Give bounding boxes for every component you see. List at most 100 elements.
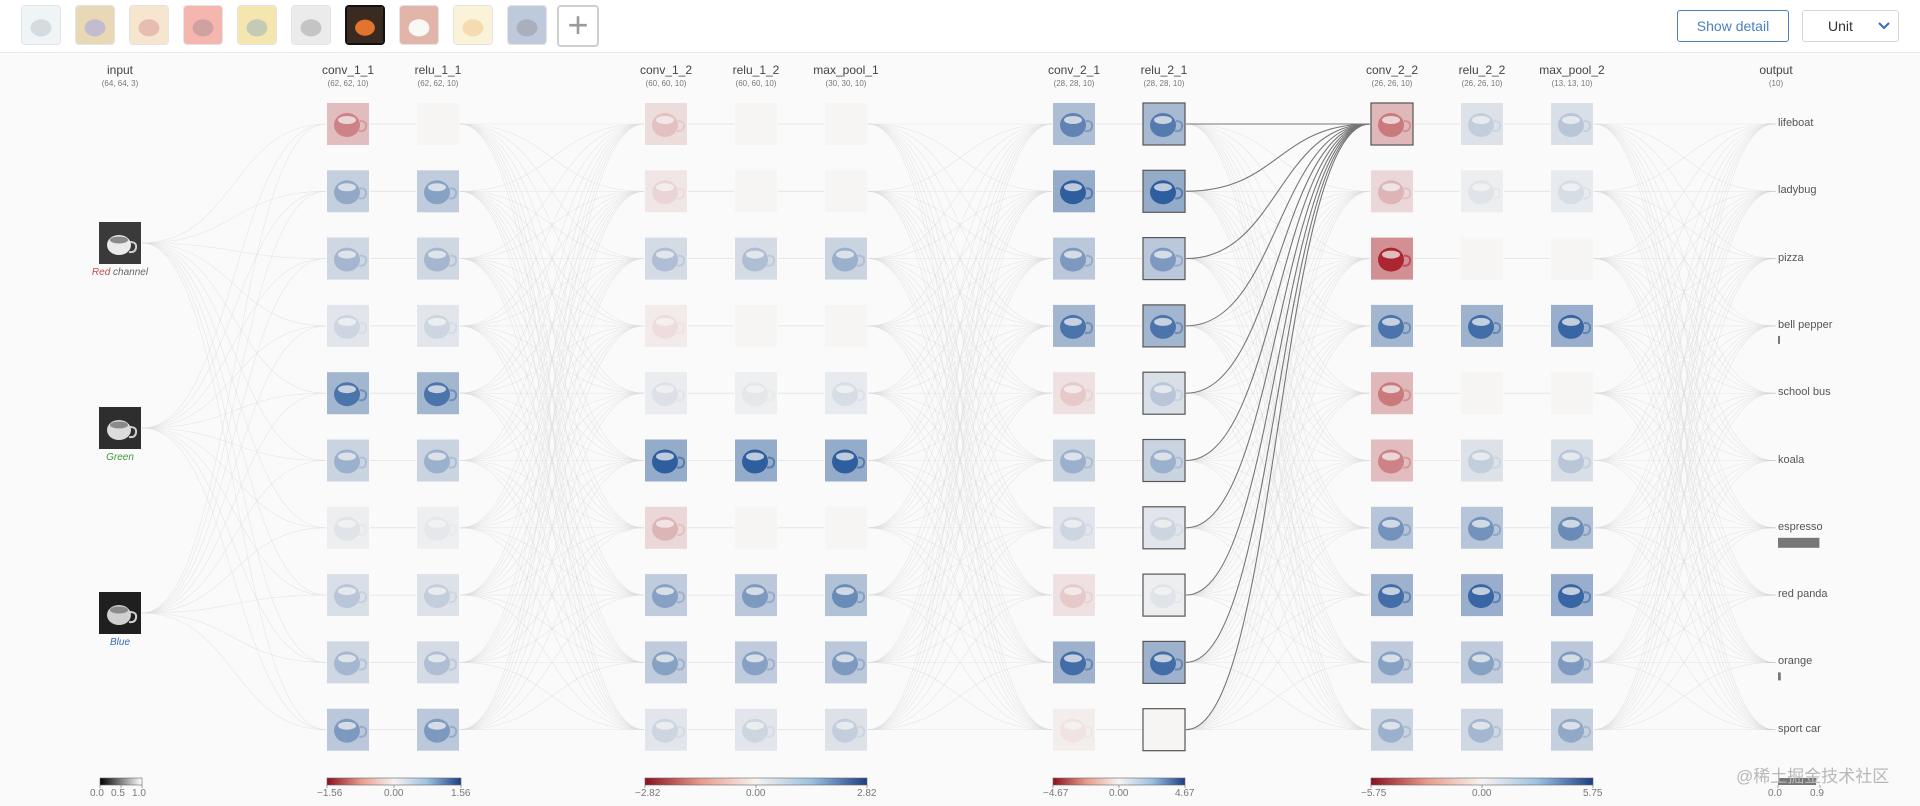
feature-map-max_pool_1-7[interactable]: [825, 574, 867, 617]
feature-map-relu_2_1-0[interactable]: [1142, 102, 1186, 146]
feature-map-conv_1_2-9[interactable]: [645, 708, 687, 751]
feature-map-relu_2_1-3[interactable]: [1142, 304, 1186, 348]
output-class-espresso[interactable]: espresso: [1778, 520, 1823, 533]
feature-map-max_pool_2-1[interactable]: [1551, 170, 1593, 213]
feature-map-relu_2_1-8[interactable]: [1142, 640, 1186, 685]
feature-map-conv_2_1-6[interactable]: [1053, 506, 1095, 549]
feature-map-relu_1_1-9[interactable]: [417, 708, 459, 751]
output-class-pizza[interactable]: pizza: [1778, 251, 1804, 264]
feature-map-conv_1_2-3[interactable]: [645, 304, 687, 347]
feature-map-relu_1_1-7[interactable]: [417, 574, 459, 617]
thumbnail-pizza[interactable]: [129, 5, 169, 45]
feature-map-relu_2_1-2[interactable]: [1142, 237, 1186, 281]
feature-map-conv_2_2-3[interactable]: [1371, 304, 1413, 347]
feature-map-conv_1_1-3[interactable]: [327, 304, 369, 347]
output-class-lifeboat[interactable]: lifeboat: [1778, 117, 1814, 129]
feature-map-max_pool_1-5[interactable]: [825, 439, 867, 482]
feature-map-conv_1_1-5[interactable]: [327, 439, 369, 482]
feature-map-relu_1_2-9[interactable]: [735, 708, 777, 751]
feature-map-conv_1_2-2[interactable]: [645, 237, 687, 280]
feature-map-conv_2_1-2[interactable]: [1053, 237, 1095, 280]
thumbnail-bell-pepper[interactable]: [183, 5, 223, 45]
feature-map-conv_2_1-5[interactable]: [1053, 439, 1095, 482]
feature-map-relu_1_2-4[interactable]: [735, 372, 777, 415]
feature-map-conv_1_1-1[interactable]: [327, 170, 369, 213]
feature-map-conv_2_1-0[interactable]: [1053, 103, 1095, 145]
feature-map-conv_1_1-9[interactable]: [327, 708, 369, 751]
thumbnail-ladybug[interactable]: [75, 5, 115, 45]
feature-map-relu_2_2-5[interactable]: [1461, 439, 1503, 482]
feature-map-conv_2_1-8[interactable]: [1053, 641, 1095, 684]
feature-map-relu_1_2-7[interactable]: [735, 574, 777, 617]
feature-map-conv_2_1-7[interactable]: [1053, 574, 1095, 617]
feature-map-conv_2_2-9[interactable]: [1371, 708, 1413, 751]
unit-dropdown[interactable]: Unit: [1802, 10, 1899, 42]
input-channel-2[interactable]: [99, 592, 141, 634]
feature-map-relu_2_1-6[interactable]: [1142, 506, 1186, 550]
feature-map-max_pool_2-3[interactable]: [1551, 304, 1593, 347]
feature-map-relu_2_1-4[interactable]: [1142, 371, 1186, 415]
feature-map-max_pool_1-4[interactable]: [825, 372, 867, 415]
feature-map-conv_1_2-1[interactable]: [645, 170, 687, 213]
feature-map-conv_2_1-9[interactable]: [1053, 708, 1095, 751]
thumbnail-orange[interactable]: [453, 5, 493, 45]
feature-map-conv_1_1-7[interactable]: [327, 574, 369, 617]
feature-map-relu_1_2-5[interactable]: [735, 439, 777, 482]
thumbnail-red-panda[interactable]: [399, 5, 439, 45]
feature-map-conv_2_1-1[interactable]: [1053, 170, 1095, 213]
feature-map-max_pool_2-2[interactable]: [1551, 237, 1593, 280]
feature-map-conv_1_2-8[interactable]: [645, 641, 687, 684]
feature-map-max_pool_1-3[interactable]: [825, 304, 867, 347]
feature-map-relu_1_1-1[interactable]: [417, 170, 459, 213]
feature-map-relu_1_1-2[interactable]: [417, 237, 459, 280]
feature-map-relu_1_1-6[interactable]: [417, 506, 459, 549]
feature-map-conv_1_1-0[interactable]: [327, 103, 369, 145]
input-channel-0[interactable]: [99, 222, 141, 264]
feature-map-relu_1_2-1[interactable]: [735, 170, 777, 213]
feature-map-conv_2_2-1[interactable]: [1371, 170, 1413, 213]
feature-map-max_pool_2-6[interactable]: [1551, 506, 1593, 549]
feature-map-conv_2_2-8[interactable]: [1371, 641, 1413, 684]
output-class-ladybug[interactable]: ladybug: [1778, 184, 1817, 197]
feature-map-conv_1_2-0[interactable]: [645, 103, 687, 145]
feature-map-conv_1_2-4[interactable]: [645, 372, 687, 415]
feature-map-conv_1_1-6[interactable]: [327, 506, 369, 549]
feature-map-relu_1_1-3[interactable]: [417, 304, 459, 347]
feature-map-relu_1_2-3[interactable]: [735, 304, 777, 347]
feature-map-max_pool_2-9[interactable]: [1551, 708, 1593, 751]
thumbnail-lifeboat[interactable]: [21, 5, 61, 45]
feature-map-relu_1_2-8[interactable]: [735, 641, 777, 684]
feature-map-relu_1_1-5[interactable]: [417, 439, 459, 482]
thumbnail-espresso[interactable]: [345, 5, 385, 45]
output-class-red-panda[interactable]: red panda: [1778, 588, 1828, 601]
output-class-bell-pepper[interactable]: bell pepper: [1778, 318, 1833, 331]
input-channel-1[interactable]: [99, 407, 141, 449]
feature-map-relu_2_2-0[interactable]: [1461, 103, 1503, 145]
feature-map-conv_2_2-0[interactable]: [1370, 102, 1414, 146]
feature-map-relu_2_1-1[interactable]: [1142, 169, 1186, 213]
feature-map-relu_2_1-7[interactable]: [1142, 573, 1186, 617]
output-class-orange[interactable]: orange: [1778, 655, 1813, 668]
feature-map-conv_2_1-3[interactable]: [1053, 304, 1095, 347]
feature-map-max_pool_2-8[interactable]: [1551, 641, 1593, 684]
feature-map-relu_2_2-1[interactable]: [1461, 170, 1503, 213]
feature-map-relu_2_2-7[interactable]: [1461, 574, 1503, 617]
show-detail-button[interactable]: Show detail: [1677, 10, 1789, 42]
feature-map-max_pool_2-0[interactable]: [1551, 103, 1593, 145]
thumbnail-koala[interactable]: [291, 5, 331, 45]
feature-map-relu_1_2-6[interactable]: [735, 506, 777, 549]
feature-map-conv_2_1-4[interactable]: [1053, 372, 1095, 415]
feature-map-conv_1_1-8[interactable]: [327, 641, 369, 684]
feature-map-relu_2_2-8[interactable]: [1461, 641, 1503, 684]
feature-map-relu_2_1-9[interactable]: [1142, 708, 1186, 752]
output-class-sport-car[interactable]: sport car: [1778, 722, 1821, 735]
feature-map-conv_1_1-4[interactable]: [327, 372, 369, 415]
feature-map-max_pool_1-1[interactable]: [825, 170, 867, 213]
feature-map-relu_2_2-9[interactable]: [1461, 708, 1503, 751]
feature-map-conv_2_2-6[interactable]: [1371, 506, 1413, 549]
output-class-koala[interactable]: koala: [1778, 453, 1805, 466]
feature-map-conv_1_2-5[interactable]: [645, 439, 687, 482]
feature-map-relu_2_2-3[interactable]: [1461, 304, 1503, 347]
feature-map-max_pool_2-7[interactable]: [1551, 574, 1593, 617]
feature-map-max_pool_1-8[interactable]: [825, 641, 867, 684]
